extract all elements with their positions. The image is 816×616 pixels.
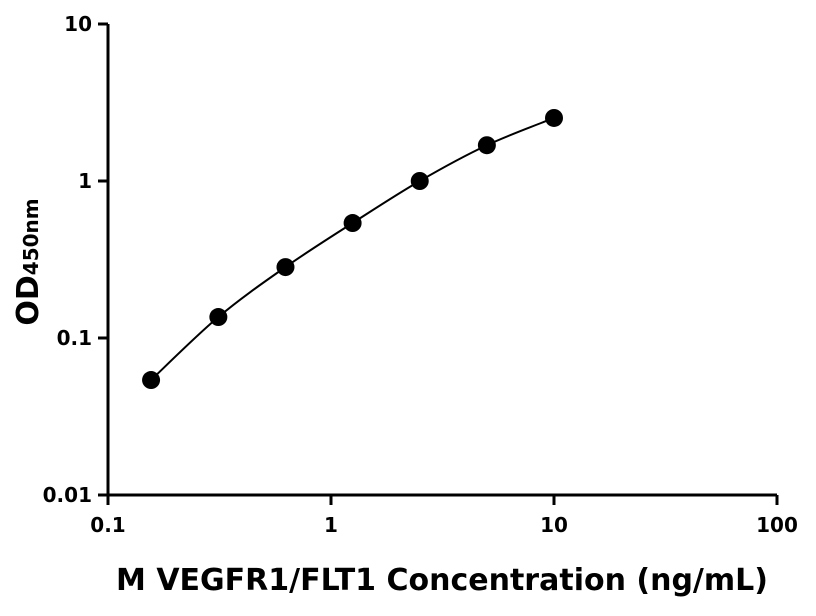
- x-axis-label: M VEGFR1/FLT1 Concentration (ng/mL): [116, 563, 768, 598]
- x-tick-label: 10: [540, 513, 568, 537]
- y-tick-label: 0.1: [57, 326, 92, 350]
- fit-curve: [150, 117, 555, 381]
- x-tick-label: 1: [324, 513, 338, 537]
- y-axis-label: OD450nm: [11, 198, 46, 325]
- data-point: [410, 172, 429, 190]
- data-point: [276, 258, 295, 277]
- data-point: [545, 108, 563, 127]
- data-point: [142, 371, 161, 390]
- y-axis-label-subscript: 450nm: [19, 198, 43, 275]
- data-point: [477, 136, 496, 155]
- data-point: [209, 308, 228, 327]
- y-tick-label: 1: [78, 169, 92, 193]
- y-tick-label: 0.01: [43, 483, 92, 507]
- y-axis-label-main: OD: [11, 275, 46, 325]
- x-tick-label: 0.1: [90, 513, 125, 537]
- x-tick-label: 100: [756, 513, 798, 537]
- data-point: [343, 214, 362, 233]
- y-tick-label: 10: [64, 12, 92, 36]
